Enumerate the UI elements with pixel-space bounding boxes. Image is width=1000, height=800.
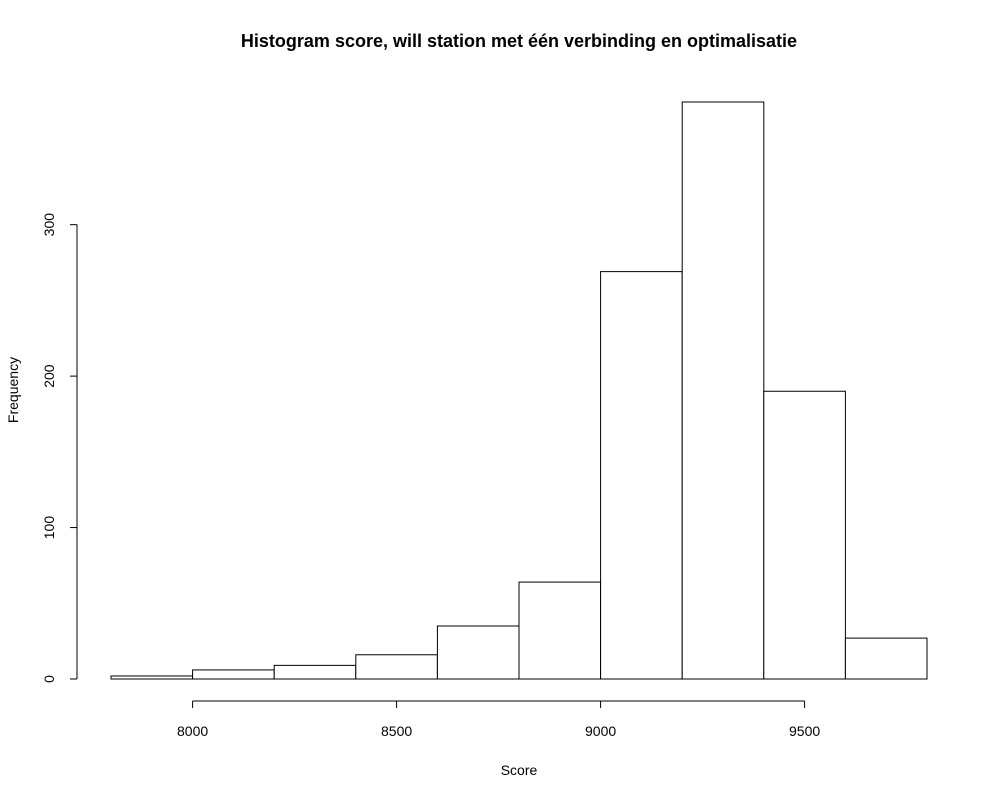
histogram-bar-7: [600, 271, 683, 680]
histogram-bar-10: [844, 637, 928, 680]
x-tick-label: 9000: [585, 723, 616, 739]
histogram-bar-6: [518, 581, 602, 680]
x-tick-label: 8500: [381, 723, 412, 739]
y-tick-label: 200: [41, 364, 57, 388]
x-axis-label: Score: [501, 762, 538, 778]
y-axis-label: Frequency: [5, 357, 21, 423]
histogram-bars: [110, 101, 928, 680]
histogram-bar-2: [192, 669, 275, 680]
y-tick-label: 100: [41, 516, 57, 540]
y-tick-label: 0: [41, 675, 57, 683]
x-tick-label: 8000: [177, 723, 208, 739]
y-axis: 0 100 200 300: [41, 213, 78, 683]
histogram-bar-5: [436, 625, 520, 680]
x-axis: 8000 8500 9000 9500: [177, 700, 820, 739]
histogram-bar-1: [110, 675, 194, 680]
histogram-bar-4: [355, 654, 438, 680]
chart-title: Histogram score, will station met één ve…: [241, 31, 797, 51]
x-tick-label: 9500: [789, 723, 820, 739]
histogram-bar-3: [273, 664, 357, 680]
histogram-bar-9: [763, 390, 846, 680]
histogram-bar-8: [681, 101, 765, 680]
y-tick-label: 300: [41, 213, 57, 237]
